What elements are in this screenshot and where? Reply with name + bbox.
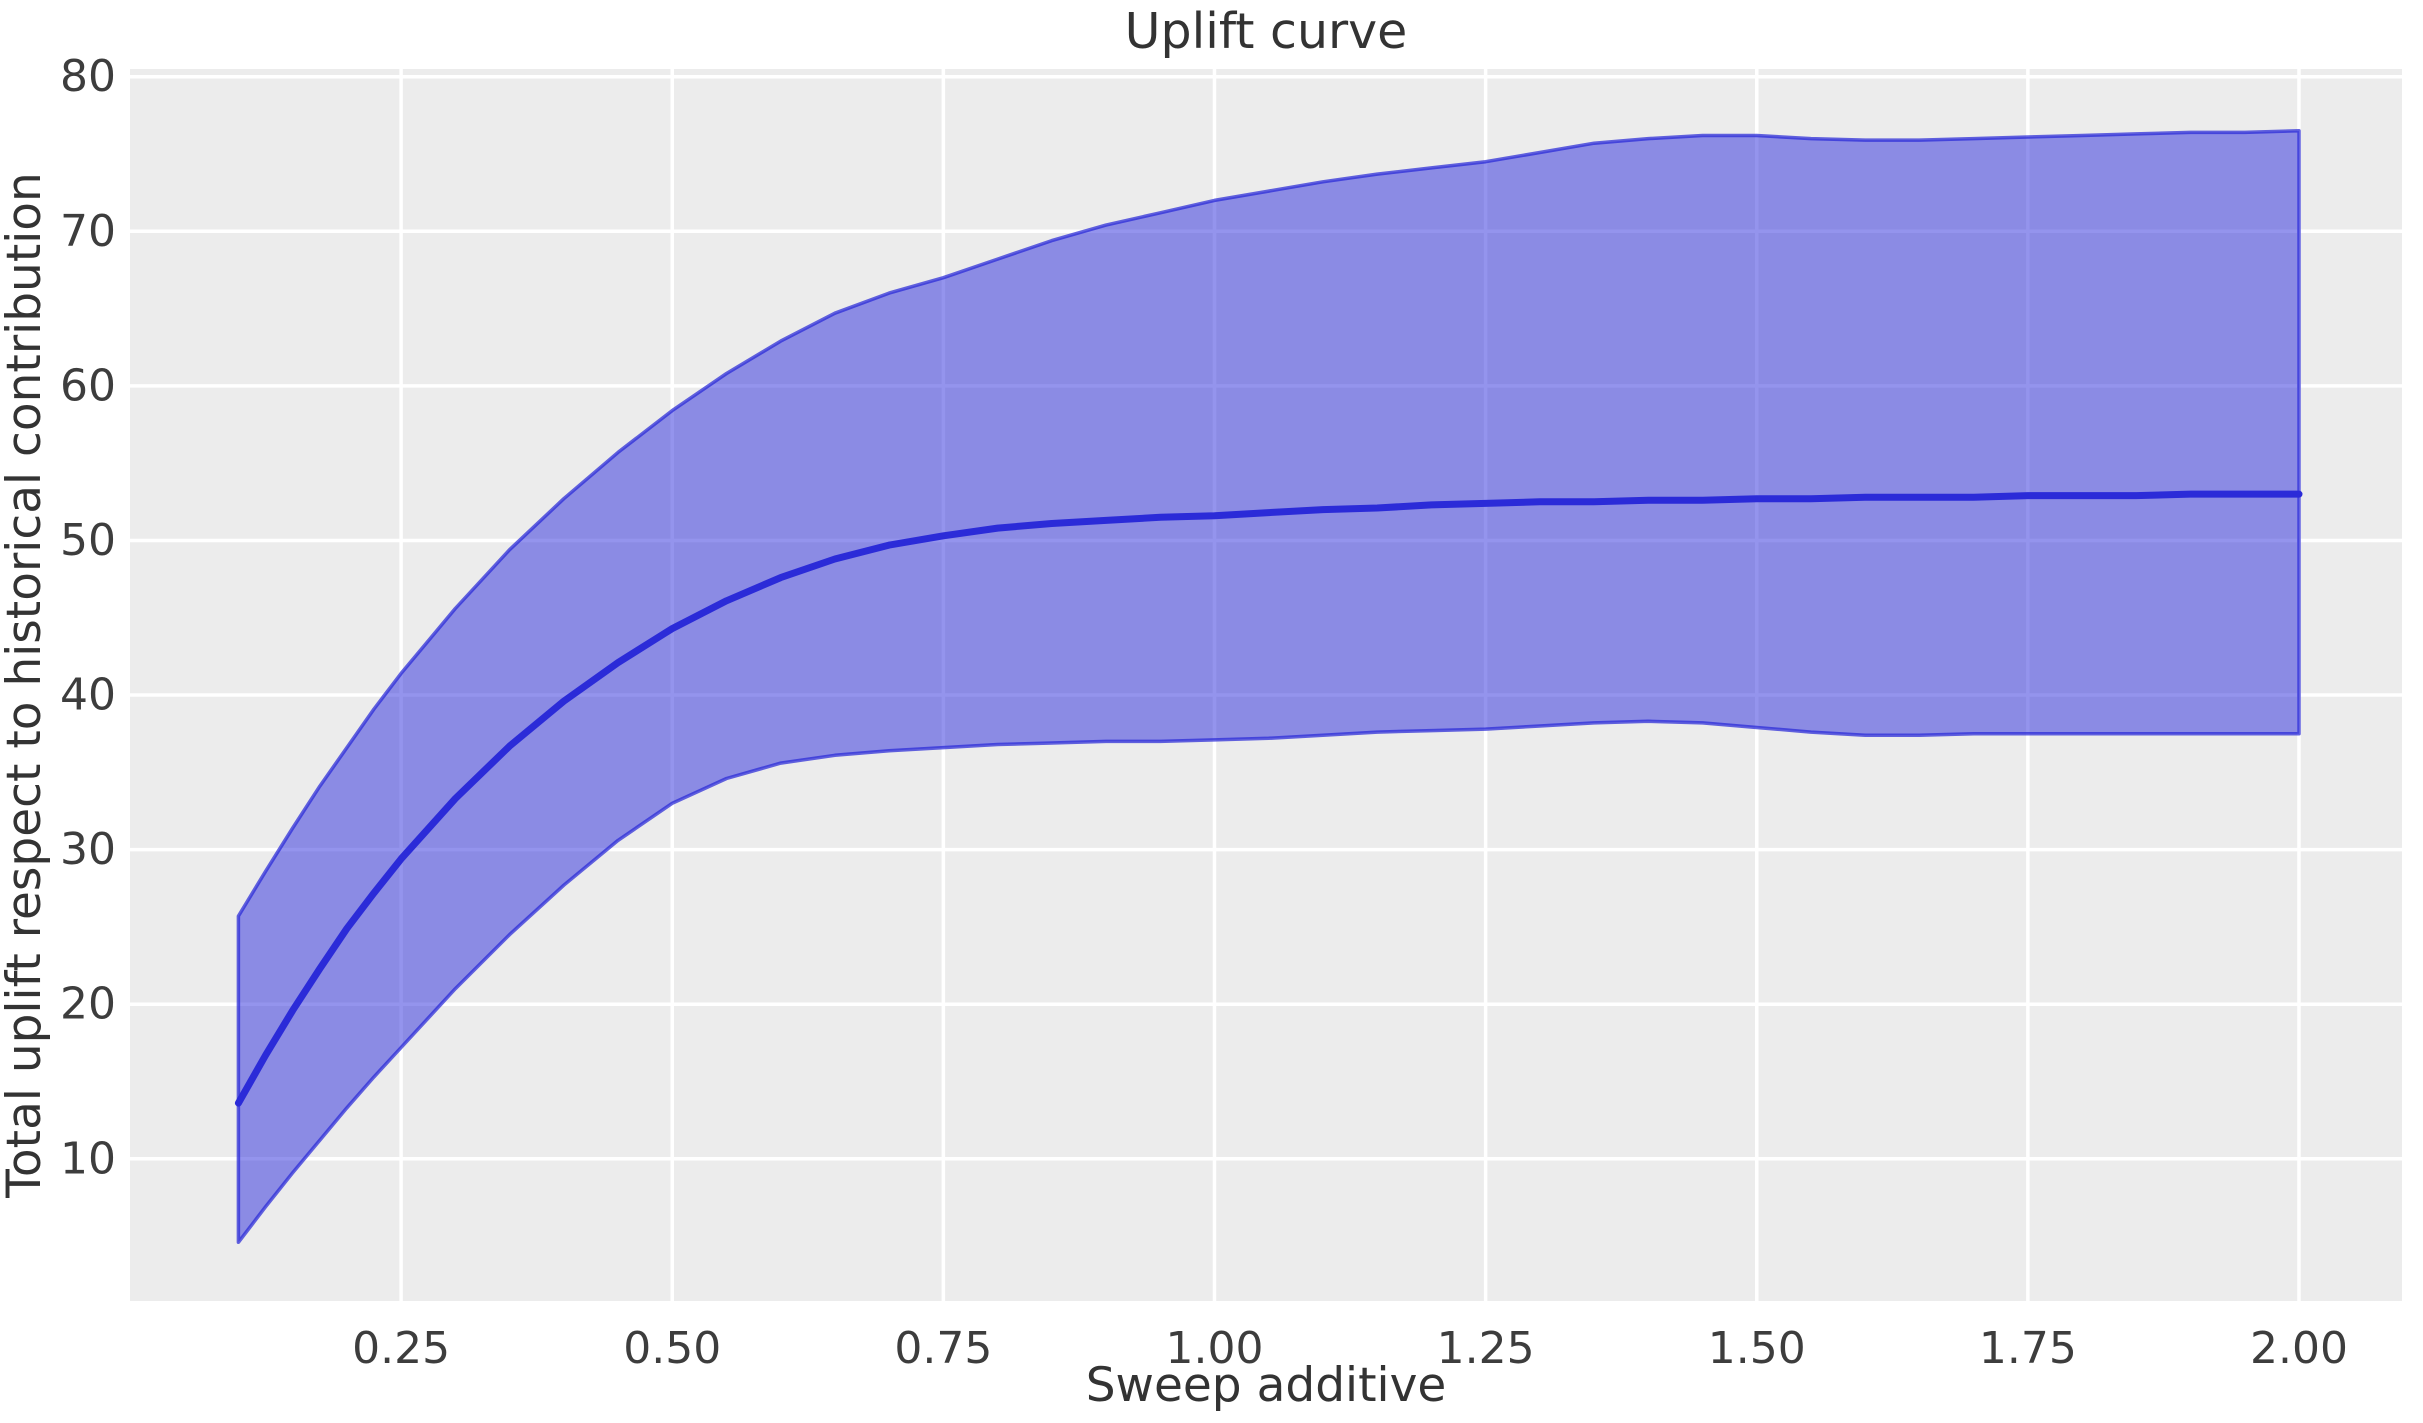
y-tick-labels: 10 20 30 40 50 60 70 80 — [60, 51, 116, 1184]
x-tick-label: 1.75 — [1979, 1323, 2077, 1374]
y-tick-label: 60 — [60, 360, 116, 411]
x-tick-label: 0.75 — [894, 1323, 992, 1374]
x-tick-label: 0.50 — [623, 1323, 721, 1374]
x-tick-label: 1.50 — [1708, 1323, 1806, 1374]
x-tick-label: 1.25 — [1437, 1323, 1535, 1374]
y-axis-label: Total uplift respect to historical contr… — [0, 172, 52, 1199]
y-tick-label: 70 — [60, 206, 116, 257]
y-tick-label: 20 — [60, 979, 116, 1030]
x-tick-label: 2.00 — [2250, 1323, 2348, 1374]
chart-title: Uplift curve — [1125, 3, 1408, 60]
y-tick-label: 40 — [60, 670, 116, 721]
x-axis-label: Sweep additive — [1086, 1358, 1447, 1413]
confidence-band — [236, 129, 2301, 1245]
y-tick-label: 10 — [60, 1133, 116, 1184]
y-tick-label: 50 — [60, 515, 116, 566]
y-tick-label: 30 — [60, 824, 116, 875]
y-tick-label: 80 — [60, 51, 116, 102]
x-tick-labels: 0.25 0.50 0.75 1.00 1.25 1.50 1.75 2.00 — [352, 1323, 2348, 1374]
x-tick-label: 1.00 — [1166, 1323, 1264, 1374]
mean-uplift-line — [234, 490, 2303, 1107]
x-tick-label: 0.25 — [352, 1323, 450, 1374]
